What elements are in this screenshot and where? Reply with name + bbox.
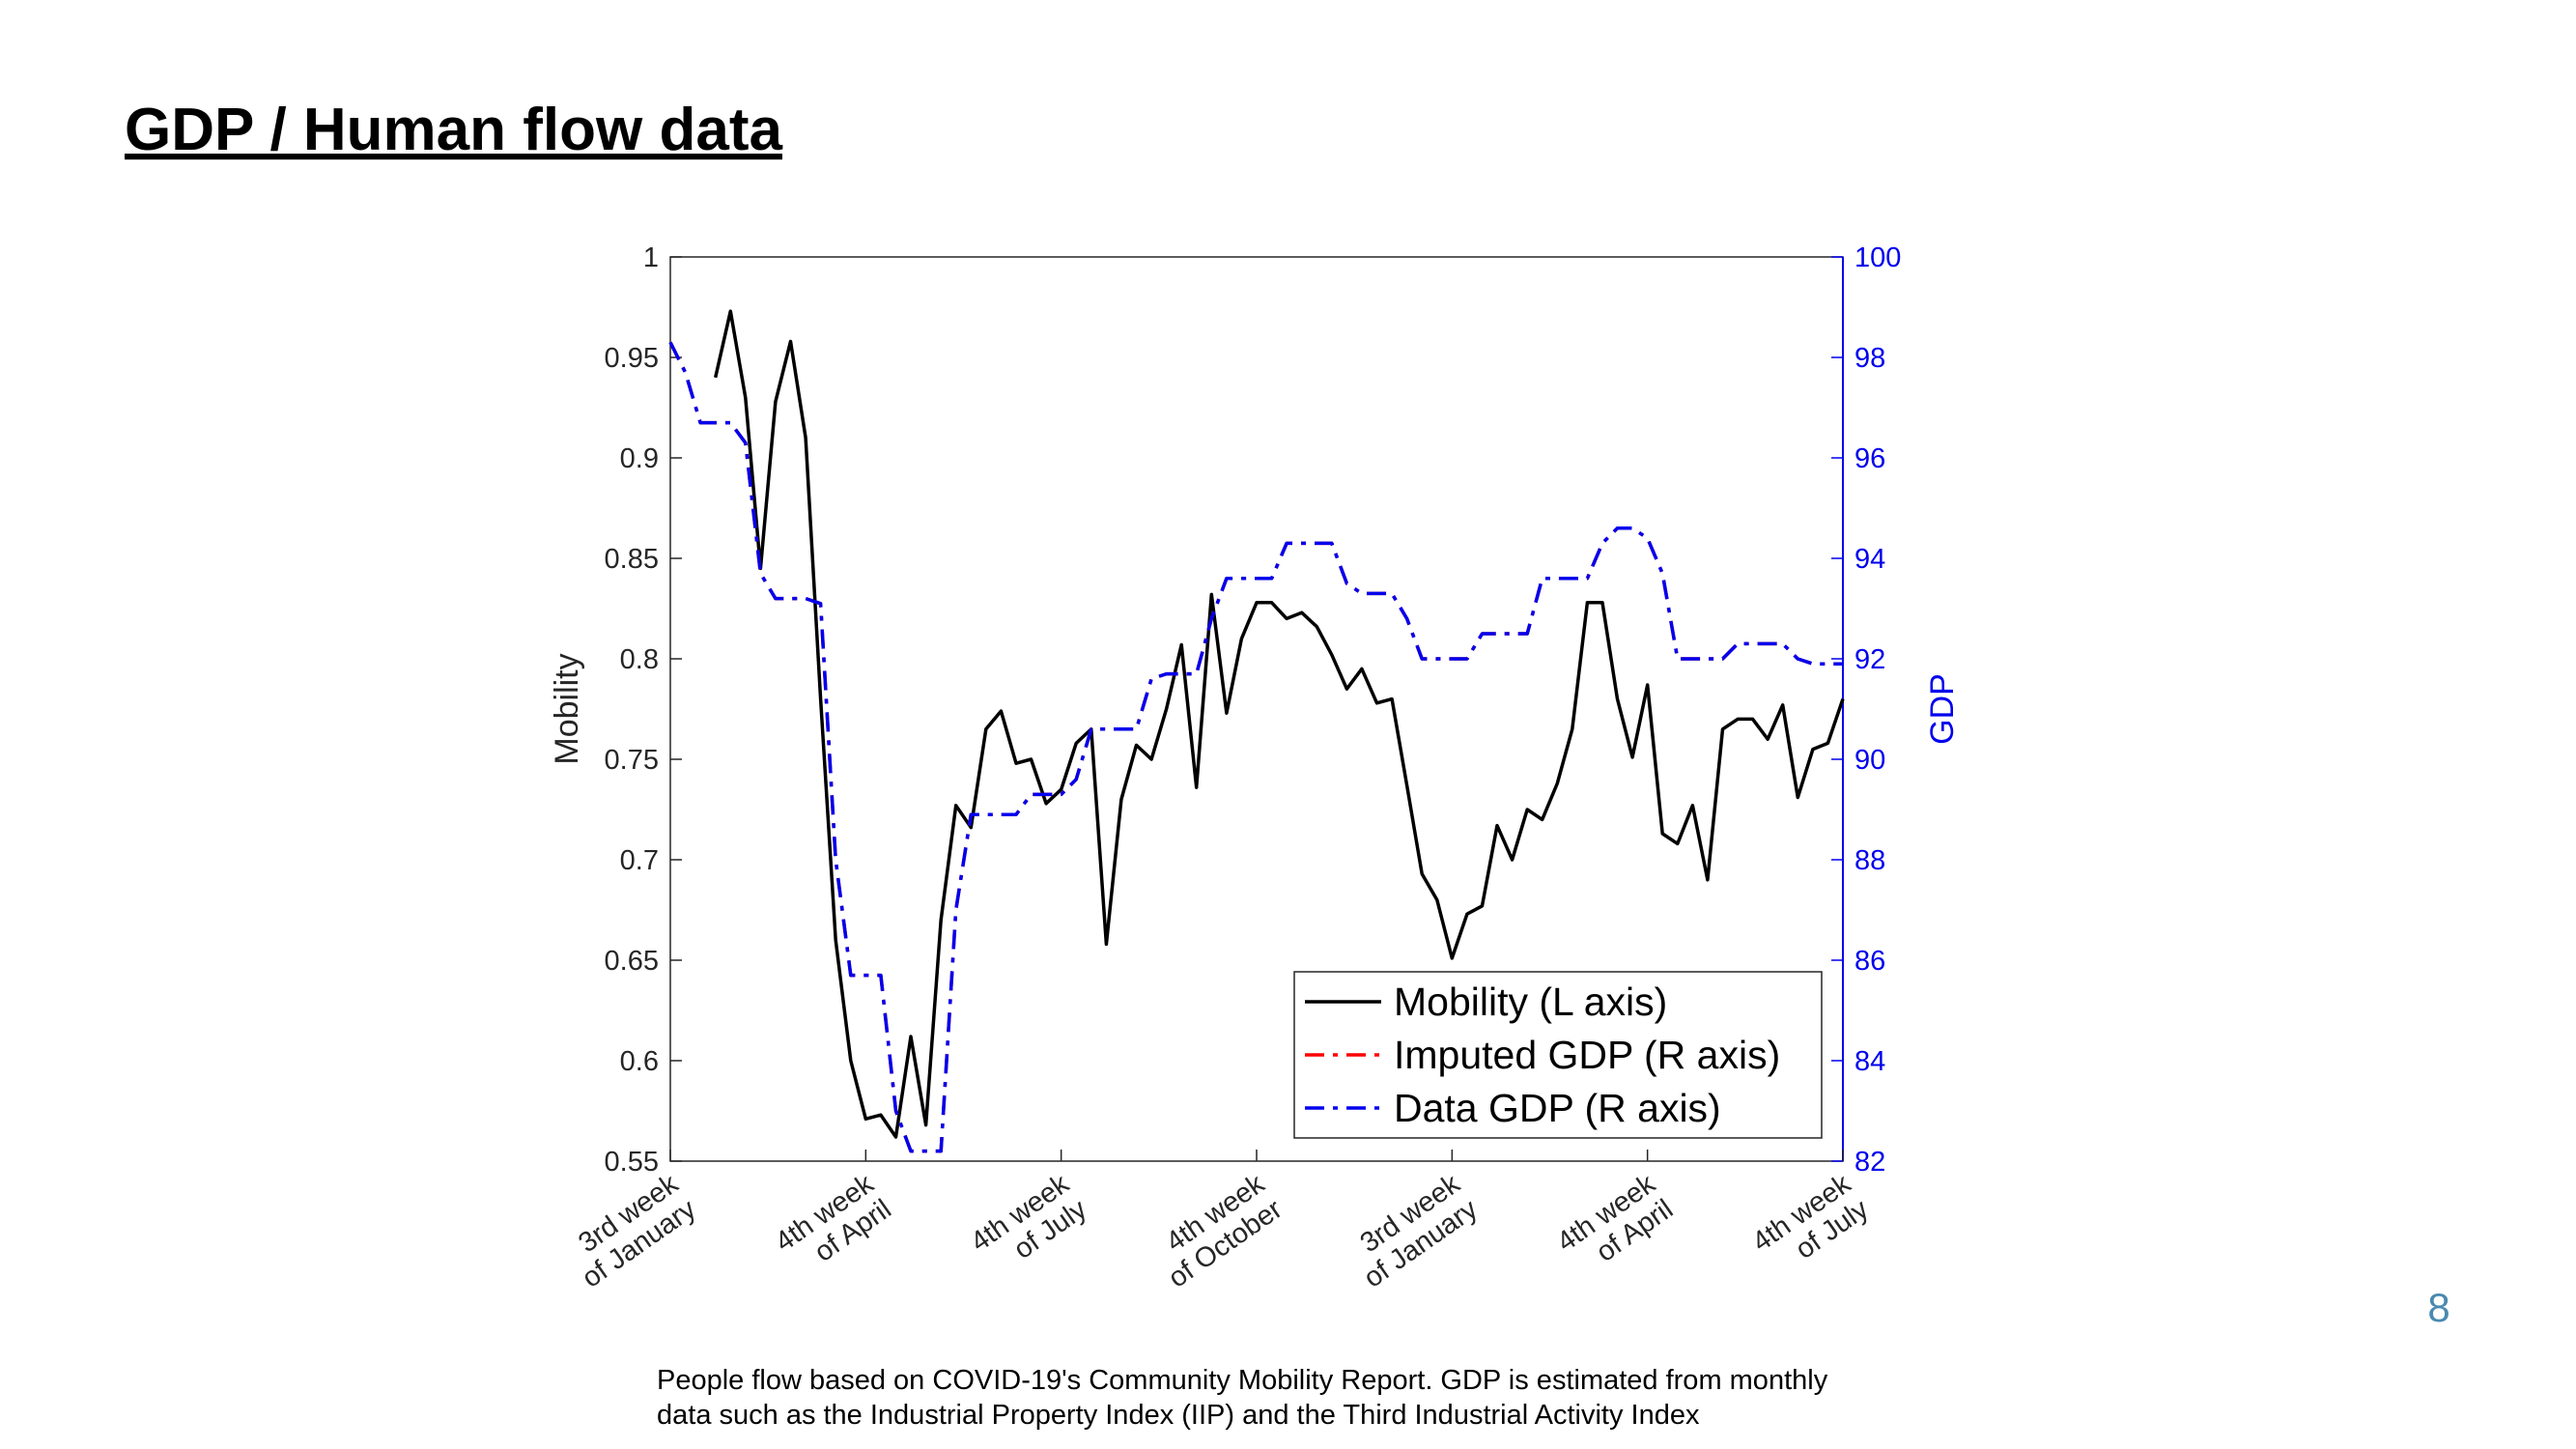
series-line [668,341,1843,1153]
y-tick-label: 0.85 [605,544,659,575]
y2-tick-label: 82 [1854,1147,1885,1178]
y-tick-label: 0.9 [620,443,659,474]
y2-tick-label: 86 [1854,946,1885,977]
y-tick-label: 1 [643,242,659,273]
y2-tick-label: 88 [1854,845,1885,876]
y-tick-label: 0.8 [620,644,659,675]
y2-tick-label: 94 [1854,544,1885,575]
footnote-line: data such as the Industrial Property Ind… [657,1400,1700,1431]
y-tick-label: 0.6 [620,1046,659,1077]
series-line [713,309,1845,1139]
y-tick-label: 0.65 [605,946,659,977]
y2-tick-label: 98 [1854,343,1885,374]
legend-label: Mobility (L axis) [1394,980,1667,1024]
y2-tick-label: 92 [1854,644,1885,675]
page-number: 8 [2427,1285,2449,1330]
y2-tick-label: 96 [1854,443,1885,474]
page-title: GDP / Human flow data [125,97,782,163]
y2-tick-label: 100 [1854,242,1901,273]
legend-label: Data GDP (R axis) [1394,1086,1721,1130]
legend-label: Imputed GDP (R axis) [1394,1033,1780,1077]
y2-tick-label: 84 [1854,1046,1885,1077]
legend-box [1293,971,1823,1139]
y-axis-label: Mobility [549,653,585,764]
footnote-line: People flow based on COVID-19's Communit… [657,1365,1828,1396]
y2-axis-label: GDP [1924,673,1961,745]
y-tick-label: 0.75 [605,745,659,776]
y-tick-label: 0.7 [620,845,659,876]
y-tick-label: 0.55 [605,1147,659,1178]
y2-tick-label: 90 [1854,745,1885,776]
y-tick-label: 0.95 [605,343,659,374]
